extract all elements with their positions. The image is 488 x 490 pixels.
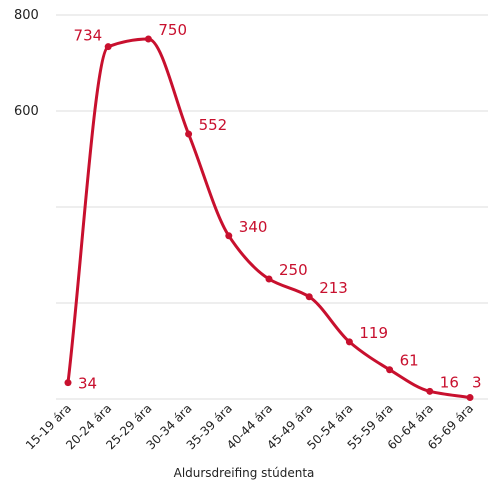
data-point xyxy=(64,379,72,387)
data-point xyxy=(185,130,193,138)
y-tick-label: 800 xyxy=(14,8,39,23)
data-label: 61 xyxy=(400,352,419,370)
data-label: 34 xyxy=(78,375,97,393)
x-axis-title: Aldursdreifing stúdenta xyxy=(173,466,315,480)
data-labels: 34 734 750 552 340 250 213 119 61 16 3 xyxy=(74,21,482,393)
data-label: 119 xyxy=(359,324,388,342)
data-label: 750 xyxy=(158,21,187,39)
data-point xyxy=(265,275,273,283)
data-point xyxy=(144,35,152,43)
data-point xyxy=(104,43,112,51)
data-label: 552 xyxy=(199,116,228,134)
series-line xyxy=(66,37,472,400)
data-point xyxy=(225,232,233,240)
data-label: 734 xyxy=(74,27,103,45)
data-point xyxy=(345,338,353,346)
data-points xyxy=(64,35,474,402)
data-label: 340 xyxy=(239,218,268,236)
data-label: 250 xyxy=(279,261,308,279)
data-point xyxy=(386,366,394,374)
data-point xyxy=(305,293,313,301)
data-label: 3 xyxy=(472,374,482,392)
data-label: 213 xyxy=(319,279,348,297)
y-axis-ticks: 600 800 xyxy=(14,8,39,119)
y-tick-label: 600 xyxy=(14,104,39,119)
data-point xyxy=(466,394,474,402)
data-point xyxy=(426,387,434,395)
grid-lines xyxy=(56,14,488,400)
data-label: 16 xyxy=(440,373,459,391)
